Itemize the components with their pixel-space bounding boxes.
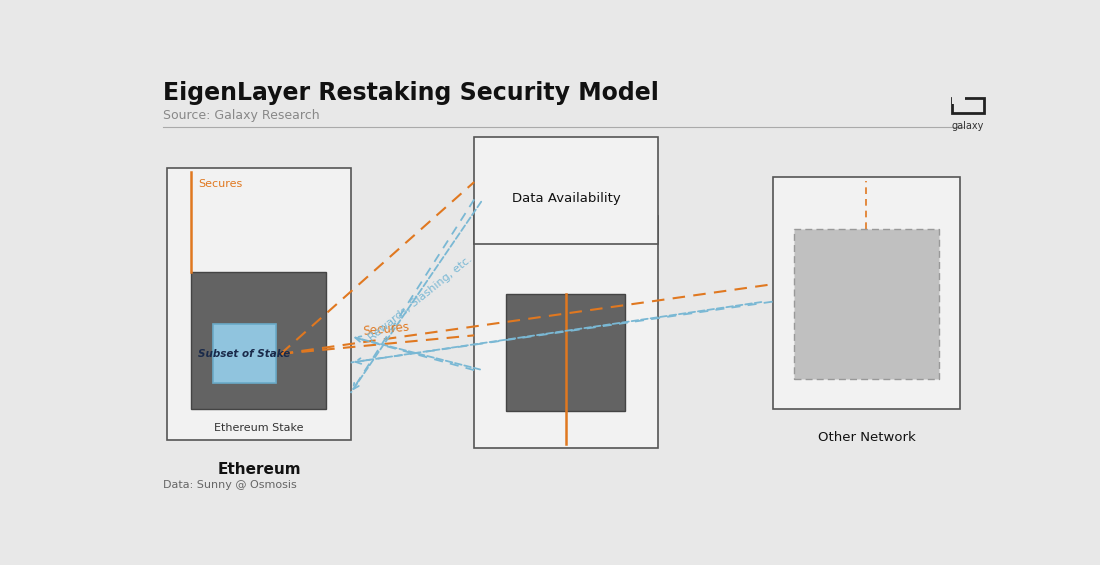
FancyBboxPatch shape	[772, 176, 960, 409]
Text: Rewards, Slashing, etc.: Rewards, Slashing, etc.	[366, 254, 474, 343]
FancyBboxPatch shape	[191, 272, 326, 409]
Text: Secures: Secures	[198, 179, 242, 189]
FancyBboxPatch shape	[952, 97, 965, 103]
Text: Source: Galaxy Research: Source: Galaxy Research	[163, 109, 320, 122]
Text: EigenLayer Restaking Security Model: EigenLayer Restaking Security Model	[163, 81, 659, 105]
Text: Ethereum Stake: Ethereum Stake	[213, 423, 304, 433]
FancyBboxPatch shape	[167, 168, 351, 440]
FancyBboxPatch shape	[474, 216, 658, 449]
Text: Ethereum: Ethereum	[217, 462, 300, 476]
Text: Data Availability: Data Availability	[512, 192, 620, 205]
FancyBboxPatch shape	[506, 294, 625, 411]
Text: Other Network: Other Network	[817, 431, 915, 444]
FancyBboxPatch shape	[794, 229, 938, 379]
Text: Secures: Secures	[362, 321, 410, 338]
Text: galaxy: galaxy	[952, 121, 984, 131]
Text: Data: Sunny @ Osmosis: Data: Sunny @ Osmosis	[163, 480, 297, 490]
Text: Subset of Stake: Subset of Stake	[198, 349, 290, 359]
FancyBboxPatch shape	[474, 137, 658, 244]
FancyBboxPatch shape	[212, 324, 276, 383]
